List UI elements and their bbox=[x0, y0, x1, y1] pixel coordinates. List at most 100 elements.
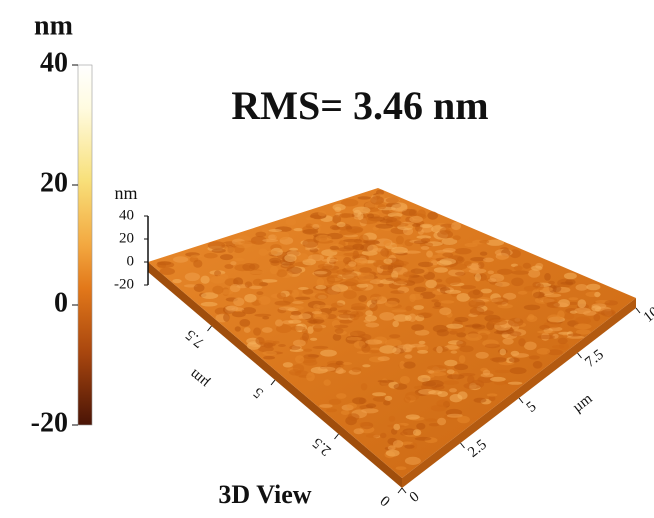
surface-texture bbox=[497, 255, 508, 260]
surface-texture bbox=[303, 360, 317, 366]
surface-texture bbox=[464, 243, 477, 247]
surface-texture bbox=[273, 341, 280, 344]
surface-texture bbox=[336, 361, 344, 365]
surface-texture bbox=[337, 247, 354, 251]
surface-texture bbox=[512, 353, 529, 358]
surface-texture bbox=[558, 338, 568, 345]
surface-texture bbox=[441, 300, 455, 303]
surface-texture bbox=[544, 294, 561, 298]
surface-texture bbox=[201, 302, 218, 307]
surface-texture bbox=[456, 340, 466, 347]
surface-texture bbox=[235, 241, 253, 248]
surface-texture bbox=[351, 303, 366, 309]
surface-texture bbox=[391, 247, 408, 254]
x-tick bbox=[519, 398, 523, 403]
colorbar-tick-label: 0 bbox=[54, 287, 68, 318]
surface-texture bbox=[307, 326, 314, 334]
surface-texture bbox=[386, 450, 400, 457]
surface-texture bbox=[220, 254, 233, 260]
surface-texture bbox=[345, 279, 359, 286]
surface-texture bbox=[508, 318, 524, 327]
surface-texture bbox=[298, 287, 309, 290]
surface-texture bbox=[420, 224, 433, 228]
surface-texture bbox=[244, 327, 251, 333]
surface-texture bbox=[269, 258, 281, 264]
surface-texture bbox=[322, 259, 338, 262]
surface-texture bbox=[335, 328, 344, 334]
surface-texture bbox=[511, 278, 523, 287]
surface-texture bbox=[275, 231, 289, 240]
surface-texture bbox=[365, 339, 382, 344]
surface-texture bbox=[201, 276, 210, 284]
afm-figure: nm RMS= 3.46 nm 3D View nm 40200-2040200… bbox=[0, 0, 654, 518]
surface-texture bbox=[359, 267, 372, 273]
z-tick-label: 20 bbox=[119, 230, 134, 246]
y-tick bbox=[271, 380, 275, 385]
surface-texture bbox=[378, 380, 395, 383]
surface-texture bbox=[532, 282, 540, 288]
surface-texture bbox=[361, 383, 368, 390]
surface-texture bbox=[313, 324, 323, 332]
surface-texture bbox=[497, 269, 513, 275]
surface-texture bbox=[291, 311, 301, 316]
y-axis-unit: µm bbox=[186, 366, 212, 392]
surface-texture bbox=[403, 362, 415, 369]
colorbar-tick-label: 40 bbox=[40, 47, 68, 78]
surface-texture bbox=[313, 346, 329, 349]
surface-texture bbox=[422, 381, 436, 387]
surface-texture bbox=[356, 284, 368, 288]
surface-texture bbox=[302, 239, 318, 248]
surface-texture bbox=[334, 207, 341, 212]
surface-texture bbox=[320, 350, 337, 357]
z-tick-label: 0 bbox=[127, 253, 135, 269]
surface-texture bbox=[490, 377, 506, 382]
surface-texture bbox=[367, 213, 374, 218]
surface-texture bbox=[278, 344, 286, 347]
surface-texture bbox=[277, 293, 286, 300]
surface-texture bbox=[461, 285, 476, 289]
surface-texture bbox=[234, 258, 245, 261]
surface-texture bbox=[480, 252, 487, 256]
surface-texture bbox=[443, 380, 459, 384]
surface-texture bbox=[548, 281, 555, 285]
surface-texture bbox=[413, 429, 421, 436]
surface-texture bbox=[380, 248, 389, 257]
surface-texture bbox=[437, 400, 451, 408]
surface-texture bbox=[289, 369, 301, 375]
surface-texture bbox=[293, 340, 306, 347]
surface-texture bbox=[605, 300, 618, 305]
surface-texture bbox=[352, 367, 362, 372]
surface-texture bbox=[315, 285, 326, 289]
surface-texture bbox=[487, 393, 498, 396]
surface-texture bbox=[284, 254, 296, 262]
y-tick bbox=[208, 326, 212, 331]
surface-texture bbox=[389, 416, 396, 422]
surface-texture bbox=[230, 284, 241, 292]
surface-texture bbox=[601, 309, 616, 317]
surface-texture bbox=[464, 261, 472, 266]
surface-texture bbox=[295, 297, 310, 300]
surface-3d bbox=[148, 188, 636, 488]
surface-texture bbox=[303, 349, 312, 352]
surface-texture bbox=[253, 328, 261, 336]
colorbar-tick-label: 20 bbox=[40, 167, 68, 198]
surface-texture bbox=[414, 240, 428, 244]
surface-texture bbox=[379, 296, 387, 302]
surface-texture bbox=[537, 335, 555, 339]
surface-texture bbox=[343, 253, 358, 257]
x-tick bbox=[636, 308, 640, 313]
surface-texture bbox=[404, 445, 414, 449]
surface-texture bbox=[347, 403, 357, 409]
surface-texture bbox=[594, 292, 600, 297]
surface-texture bbox=[244, 294, 256, 303]
y-tick bbox=[398, 488, 402, 493]
surface-texture bbox=[437, 230, 453, 238]
surface-texture bbox=[366, 403, 376, 408]
surface-texture bbox=[392, 321, 399, 327]
surface-texture bbox=[442, 253, 453, 257]
surface-texture bbox=[339, 229, 357, 236]
caption: 3D View bbox=[218, 480, 311, 509]
surface-texture bbox=[263, 356, 275, 360]
surface-texture bbox=[446, 277, 462, 285]
surface-texture bbox=[352, 244, 364, 251]
